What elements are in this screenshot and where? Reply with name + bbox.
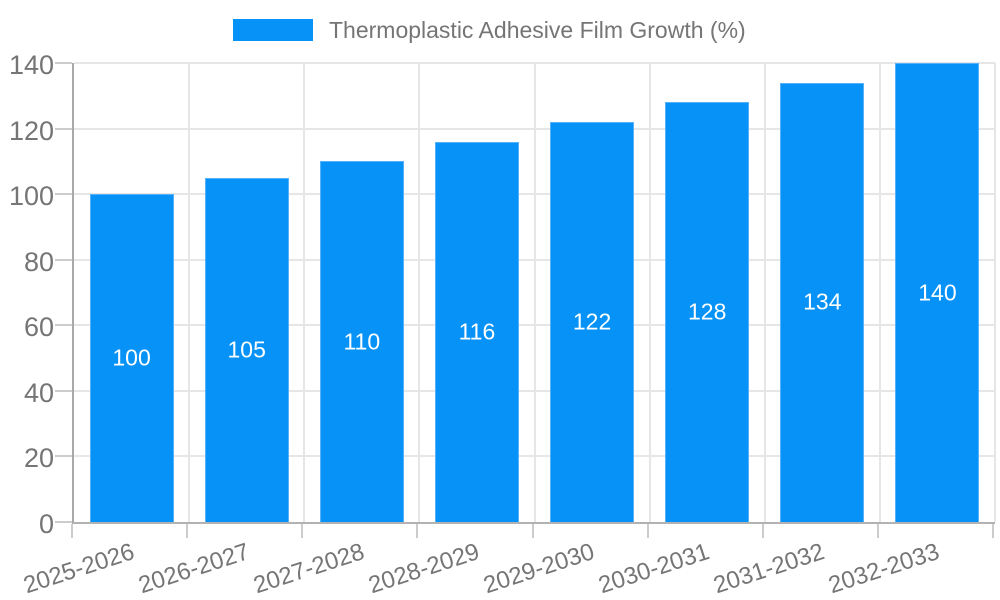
plot-area: 100 105 110 116 122 128 134 140 (72, 62, 996, 524)
y-axis-tick (55, 62, 72, 64)
y-axis-tick-label: 60 (23, 312, 54, 343)
y-axis-tick (55, 389, 72, 392)
bar-value-label: 140 (918, 279, 957, 305)
x-axis-tick (992, 524, 994, 538)
bar: 116 (434, 141, 519, 522)
bar-value-label: 128 (688, 298, 727, 325)
y-axis-tick-label: 0 (38, 509, 54, 539)
gridline-vertical (878, 63, 881, 522)
bar-value-label: 110 (343, 328, 381, 355)
y-axis-tick-label: 140 (8, 50, 54, 80)
bar: 122 (550, 122, 635, 522)
x-axis-tick (646, 524, 649, 538)
gridline-vertical (763, 63, 766, 522)
bar: 110 (319, 161, 404, 522)
y-axis-tick-label: 20 (23, 443, 54, 474)
bar-value-label: 105 (227, 336, 266, 363)
x-axis-tick (71, 524, 73, 538)
y-axis-tick (55, 521, 72, 523)
gridline-vertical (418, 63, 421, 522)
x-axis-tick (531, 524, 534, 538)
y-axis-tick-label: 120 (8, 115, 54, 146)
legend-label: Thermoplastic Adhesive Film Growth (%) (329, 16, 746, 43)
y-axis-tick (55, 127, 72, 130)
x-axis-tick (416, 524, 419, 538)
y-axis-tick (55, 324, 72, 327)
bar: 140 (895, 63, 980, 522)
bar: 134 (780, 82, 865, 522)
y-axis-tick (55, 193, 72, 196)
legend: Thermoplastic Adhesive Film Growth (%) (233, 17, 746, 43)
gridline-vertical (303, 63, 306, 522)
bar-value-label: 122 (572, 308, 612, 335)
bar: 105 (204, 177, 289, 522)
legend-swatch (233, 19, 313, 41)
y-axis-tick-label: 100 (8, 181, 54, 212)
gridline-vertical (188, 63, 191, 522)
y-axis-tick (55, 258, 72, 261)
x-axis-tick (186, 524, 189, 538)
x-axis-tick (301, 524, 304, 538)
y-axis-tick (55, 455, 72, 458)
bar: 100 (89, 194, 174, 522)
x-axis-tick (876, 524, 879, 538)
gridline-vertical (533, 63, 536, 522)
gridline-vertical (994, 63, 996, 522)
bar: 128 (665, 102, 750, 522)
bar-value-label: 116 (458, 318, 496, 345)
x-axis-tick (761, 524, 764, 538)
y-axis-tick-label: 40 (23, 377, 54, 408)
gridline-vertical (648, 63, 651, 522)
bar-value-label: 134 (803, 288, 842, 315)
y-axis-tick-label: 80 (23, 246, 54, 277)
bar-value-label: 100 (112, 344, 151, 371)
